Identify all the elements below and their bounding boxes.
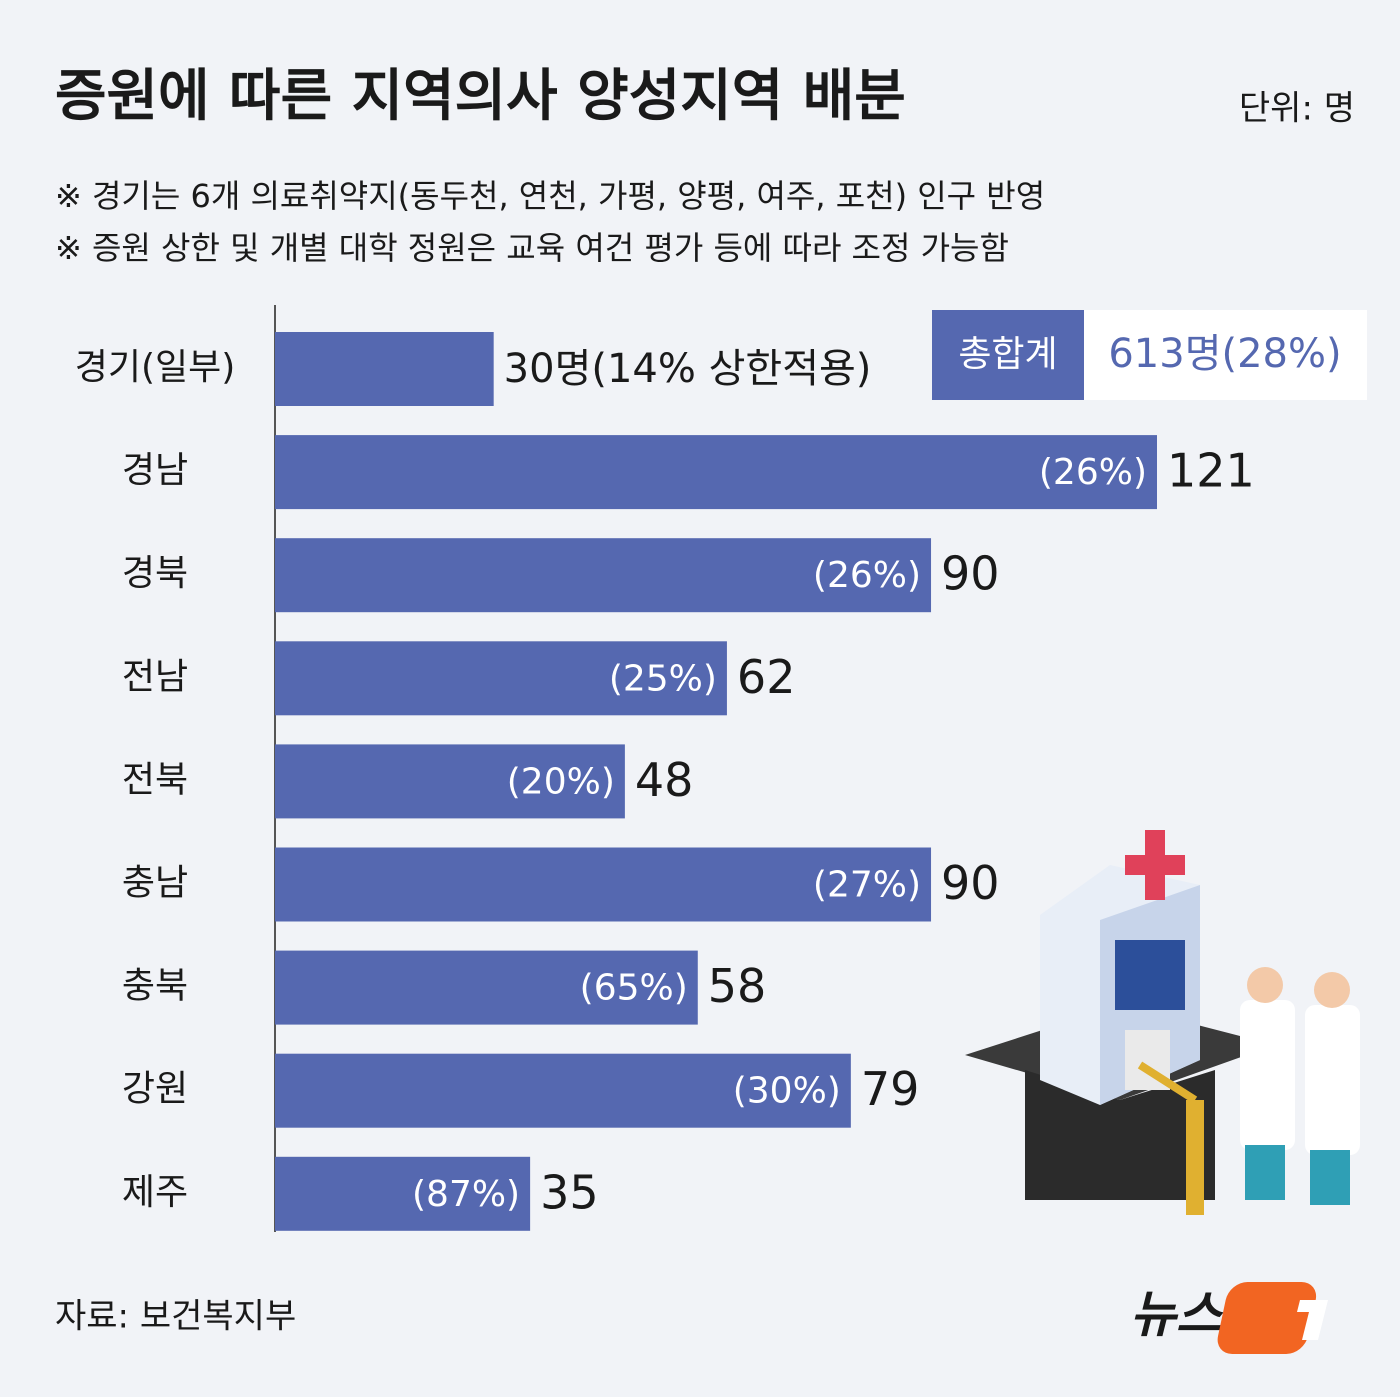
bar [275, 332, 494, 406]
value-label: 35 [540, 1165, 599, 1219]
value-label: 48 [635, 753, 694, 807]
logo-mark [1217, 1282, 1328, 1354]
total-value-box [1084, 310, 1367, 400]
percent-label: (26%) [1039, 452, 1147, 493]
note: ※ 경기는 6개 의료취약지(동두천, 연천, 가평, 양평, 여주, 포천) … [55, 177, 1045, 215]
value-label: 90 [941, 856, 1000, 910]
total-label-box [932, 310, 1084, 400]
category-label: 전북 [122, 759, 188, 800]
percent-label: (87%) [412, 1174, 520, 1215]
bar [275, 847, 932, 922]
percent-label: (65%) [580, 968, 688, 1009]
percent-label: (26%) [813, 555, 921, 596]
value-label: 121 [1167, 444, 1255, 498]
category-label: 경기(일부) [75, 347, 236, 388]
value-label: 90 [941, 547, 1000, 601]
bar [275, 435, 1157, 510]
category-label: 경북 [122, 553, 188, 594]
chart-title: 증원에 따른 지역의사 양성지역 배분 [55, 64, 906, 129]
source: 자료: 보건복지부 [55, 1297, 296, 1337]
total-label: 총합계 [958, 334, 1057, 375]
category-label: 충북 [122, 966, 188, 1007]
category-label: 경남 [122, 450, 188, 491]
bar [275, 538, 932, 613]
value-label: 58 [708, 959, 767, 1013]
bar [275, 1156, 531, 1231]
category-label: 전남 [122, 656, 188, 697]
category-label: 제주 [122, 1172, 188, 1213]
unit: 단위: 명 [1239, 89, 1355, 129]
bar [275, 1053, 851, 1128]
bar [275, 950, 698, 1025]
total-value: 613명(28%) [1108, 331, 1341, 377]
percent-label: (20%) [507, 761, 615, 802]
percent-label: (27%) [813, 865, 921, 906]
note: ※ 증원 상한 및 개별 대학 정원은 교육 여건 평가 등에 따라 조정 가능… [55, 229, 1009, 267]
value-label: 62 [737, 650, 796, 704]
logo: 뉴스 [1130, 1286, 1224, 1344]
category-label: 강원 [122, 1069, 188, 1110]
bar [275, 641, 727, 716]
value-label: 30명(14% 상한적용) [504, 346, 872, 392]
percent-label: (30%) [733, 1071, 841, 1112]
percent-label: (25%) [609, 658, 717, 699]
category-label: 충남 [122, 863, 188, 904]
illustration [965, 830, 1360, 1215]
value-label: 79 [861, 1062, 920, 1116]
bar [275, 744, 625, 819]
